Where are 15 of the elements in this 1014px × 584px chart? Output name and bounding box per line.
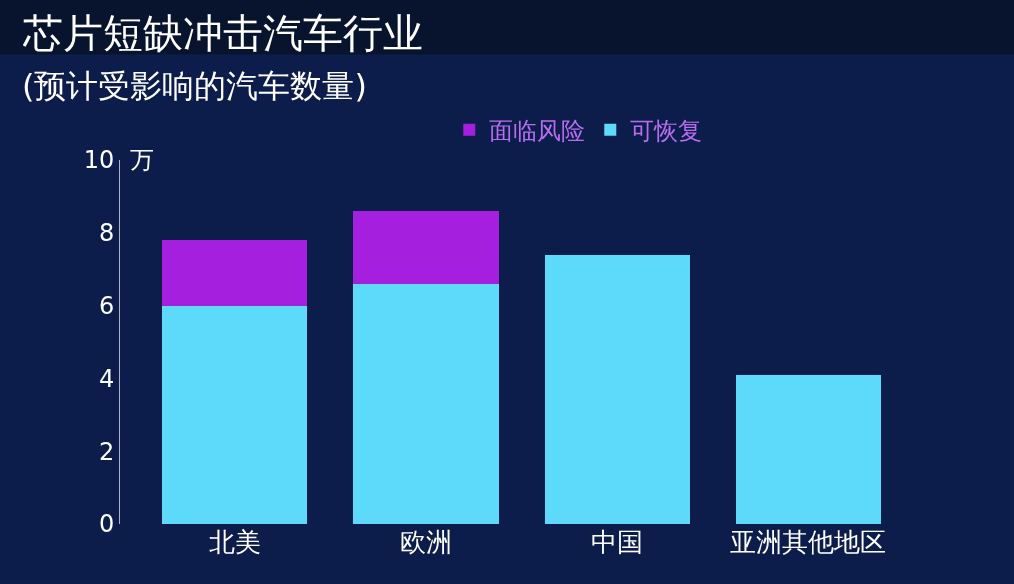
x-tick-label: 亚洲其他地区 [730,527,887,557]
legend-label: 可恢复 [630,117,703,146]
x-tick-label: 北美 [208,527,261,557]
legend-label: 面临风险 [489,117,586,146]
x-tick-label: 中国 [591,527,644,557]
y-tick-label: 6 [98,292,115,320]
y-tick-label: 4 [98,364,115,393]
y-axis-title: 万 [130,146,154,174]
y-tick-label: 10 [83,146,115,175]
y-tick-label: 8 [98,219,115,248]
y-tick-label: 0 [98,510,115,539]
chart-subtitle: (预计受影响的汽车数量) [22,67,367,105]
chart-title: 芯片短缺冲击汽车行业 [22,10,423,56]
y-tick-label: 2 [98,437,115,466]
x-tick-label: 欧洲 [399,527,452,557]
